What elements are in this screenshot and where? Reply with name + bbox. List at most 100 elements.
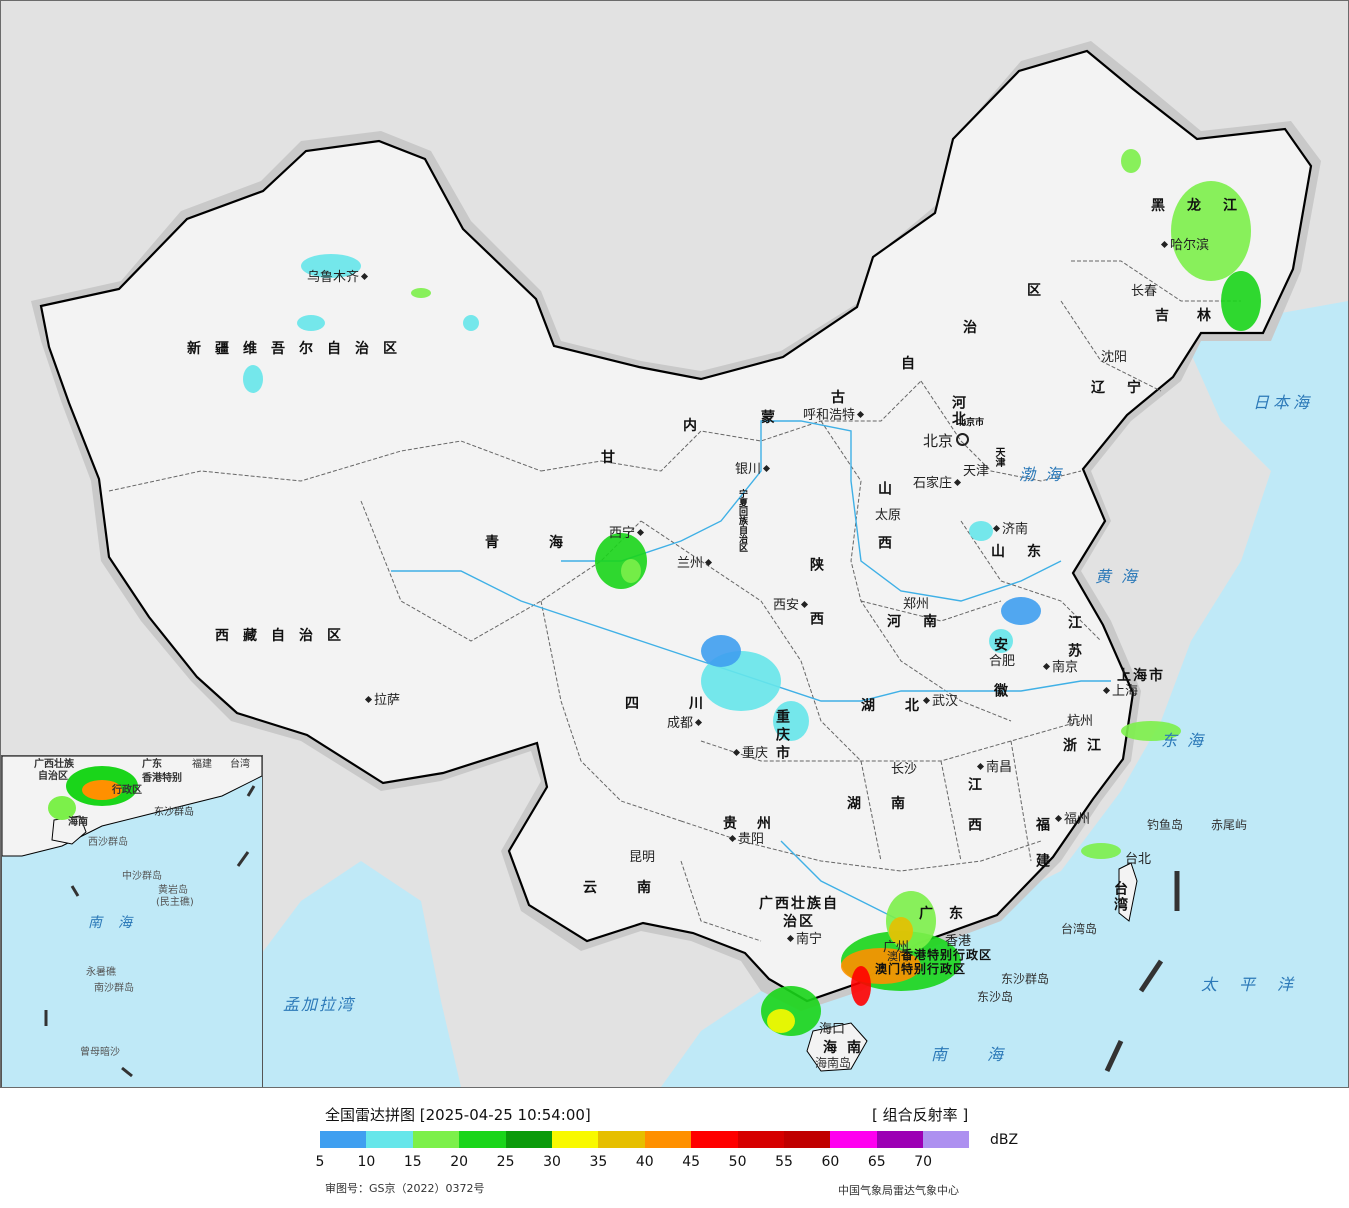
colorbar-swatch <box>412 1131 460 1148</box>
city-shanghai: 上海 <box>1101 685 1138 698</box>
city-marker <box>800 600 809 609</box>
colorbar-tick-label: 10 <box>357 1154 376 1170</box>
city-wuhan: 武汉 <box>921 695 958 708</box>
inset-canvas <box>2 756 262 1078</box>
rivers <box>391 420 1111 922</box>
colorbar-swatch <box>737 1131 784 1148</box>
sea-label-bohai: 渤海 <box>1019 465 1072 484</box>
region-label-taiwan: 台湾 <box>1112 881 1128 913</box>
map-approval-number: 审图号：GS京（2022）0372号 <box>325 1182 485 1195</box>
inset-label-zhongsha: 中沙群岛 <box>122 871 162 882</box>
region-label-neimeng-1: 内 <box>683 418 711 434</box>
city-marker <box>364 695 373 704</box>
city-nanning: 南宁 <box>785 933 822 946</box>
city-macau: 澳门 <box>887 950 909 963</box>
city-chengdu: 成都 <box>667 717 704 730</box>
city-marker <box>732 748 741 757</box>
colorbar-tick-label: 40 <box>635 1154 654 1170</box>
region-label-hunan: 湖南 <box>847 796 935 812</box>
island-label-dongsha-qundao: 东沙群岛 <box>1001 972 1050 986</box>
credit-label: 中国气象局雷达气象中心 <box>838 1184 959 1197</box>
city-harbin: 哈尔滨 <box>1159 239 1209 252</box>
colorbar-tick-label: 45 <box>682 1154 701 1170</box>
colorbar-tick-label: 55 <box>775 1154 793 1170</box>
radar-echoes <box>243 149 1261 1036</box>
city-marker <box>786 934 795 943</box>
colorbar-tick-label: 35 <box>589 1154 608 1170</box>
region-label-neimeng-3: 古 <box>831 390 859 406</box>
region-label-henan: 河南 <box>887 614 959 630</box>
legend-panel: 全国雷达拼图 [2025-04-25 10:54:00] [ 组合反射率 ] 5… <box>0 1088 1349 1208</box>
city-hohhot: 呼和浩特 <box>803 409 866 422</box>
region-label-jilin: 吉林 <box>1155 308 1239 324</box>
city-marker <box>922 696 931 705</box>
city-marker <box>1054 814 1063 823</box>
region-label-hainan: 海南 <box>823 1040 871 1056</box>
city-marker <box>360 272 369 281</box>
region-label-yunnan: 云南 <box>583 880 691 896</box>
region-label-qinghai: 青海 <box>485 535 613 551</box>
inset-label-guangxi: 广西壮族 <box>34 759 74 770</box>
region-label-beijing-small: 北京市 <box>957 418 985 428</box>
colorbar-swatch <box>923 1131 970 1148</box>
inset-label-hainan: 海南 <box>68 817 88 828</box>
unit-label: dBZ <box>990 1132 1019 1148</box>
maritime-boundary <box>1104 871 1180 1073</box>
inset-maritime-boundary <box>44 785 256 1078</box>
city-lanzhou: 兰州 <box>677 557 714 570</box>
colorbar-swatch <box>783 1131 831 1148</box>
inset-label-nansha: 南沙群岛 <box>94 983 134 994</box>
colorbar-swatch <box>598 1131 645 1148</box>
city-marker <box>1160 240 1169 249</box>
colorbar-tick-label: 25 <box>496 1154 515 1170</box>
region-label-hongkong: 香港特别行政区 <box>901 948 993 962</box>
sea-label-ribenhai: 日本海 <box>1253 393 1314 412</box>
inset-label-zengmu: 曾母暗沙 <box>80 1047 120 1058</box>
city-zhengzhou: 郑州 <box>903 597 930 612</box>
inset-label-fujian: 福建 <box>192 759 212 770</box>
city-marker <box>694 718 703 727</box>
island-label-hainan-dao: 海南岛 <box>815 1056 852 1070</box>
region-label-anhui: 安徽 <box>992 637 1008 729</box>
colorbar-swatch <box>505 1131 552 1148</box>
island-label-dongsha-dao: 东沙岛 <box>977 990 1014 1004</box>
city-marker <box>728 834 737 843</box>
colorbar-swatch <box>644 1131 692 1148</box>
province-boundaries <box>108 260 1241 942</box>
region-label-liaoning: 辽宁 <box>1091 380 1163 396</box>
capital-marker <box>956 433 970 446</box>
region-label-guizhou: 贵州 <box>723 816 791 832</box>
island-label-chiwei: 赤尾屿 <box>1211 818 1248 832</box>
sea-label-mengjialawan: 孟加拉湾 <box>283 995 356 1014</box>
hainan-island <box>806 1022 868 1072</box>
colorbar <box>320 1131 970 1148</box>
map-canvas <box>31 41 1348 1087</box>
city-nanjing: 南京 <box>1041 661 1078 674</box>
city-lhasa: 拉萨 <box>363 694 400 707</box>
sea-label-huanghai: 黄海 <box>1095 567 1148 586</box>
city-hefei: 合肥 <box>989 654 1016 669</box>
region-label-neimeng-4: 自 <box>901 356 929 372</box>
region-label-shanxi: 山西 <box>876 481 892 589</box>
colorbar-tick-label: 65 <box>867 1154 886 1170</box>
region-label-heilongjiang: 黑龙江 <box>1151 198 1259 214</box>
city-taipei: 台北 <box>1125 852 1152 867</box>
city-chongqing: 重庆 <box>731 747 768 760</box>
region-label-neimeng-6: 区 <box>1027 283 1055 299</box>
bay-of-bengal <box>201 861 461 1087</box>
region-label-shanghai: 上海市 <box>1117 668 1165 684</box>
region-label-chongqing: 重庆市 <box>774 709 790 763</box>
region-label-guangxi: 广西壮族自治区 <box>759 896 839 930</box>
inset-label-huangyan: 黄岩岛 <box>158 885 188 896</box>
city-guangzhou: 广州 <box>883 940 910 955</box>
region-label-hubei: 湖北 <box>861 698 949 714</box>
region-label-jiangxi: 江西 <box>966 777 982 857</box>
inset-radar-echoes <box>48 766 138 820</box>
colorbar-swatch <box>830 1131 877 1148</box>
colorbar-tick-label: 60 <box>821 1154 840 1170</box>
sea-label-taipingyang: 太平洋 <box>1201 975 1316 994</box>
city-tianjin: 天津 <box>963 464 990 479</box>
product-label: [ 组合反射率 ] <box>872 1106 969 1124</box>
region-label-ningxia: 宁夏回族自治区 <box>737 489 747 552</box>
region-label-neimeng-5: 治 <box>963 320 991 336</box>
